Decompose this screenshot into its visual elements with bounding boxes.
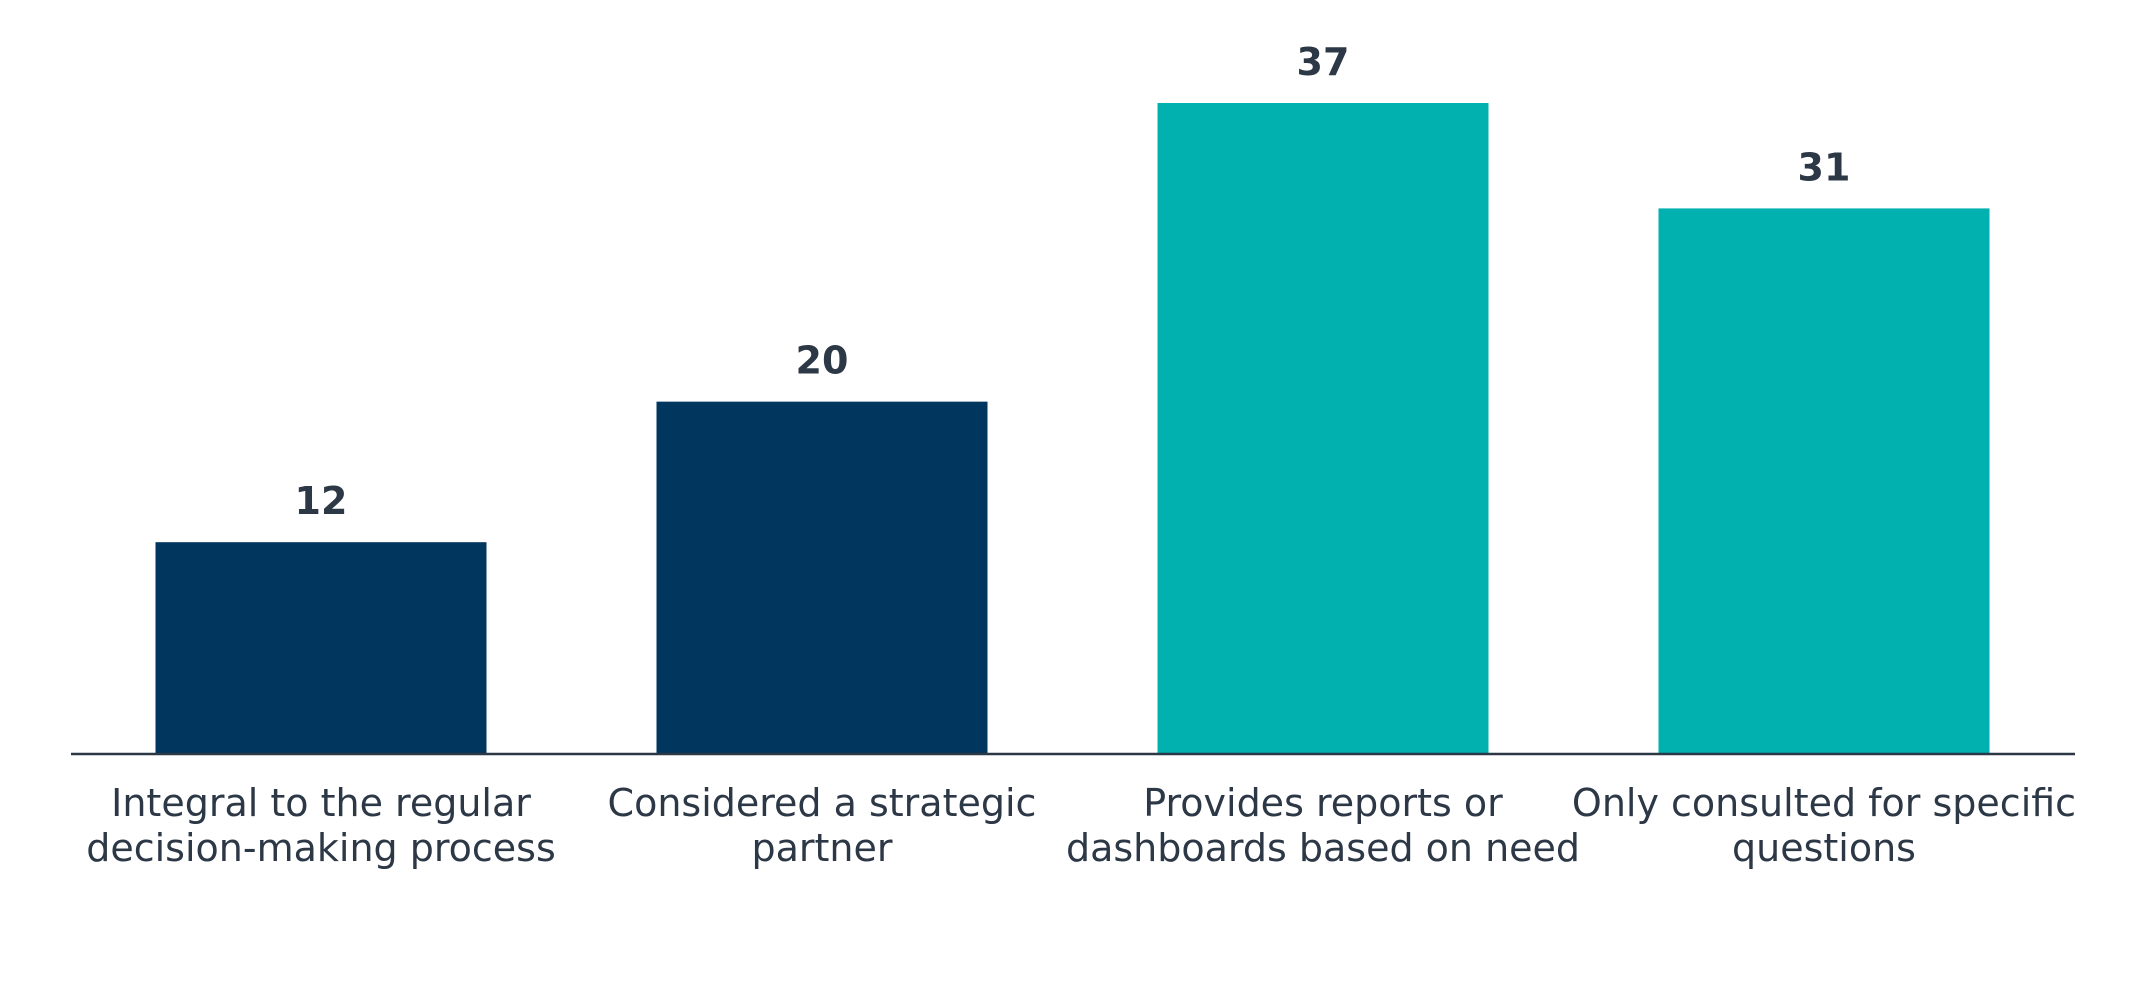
category-label-2: Considered a strategic partner [608, 781, 1037, 870]
category-labels-group: Integral to the regular decision-making p… [86, 781, 2076, 870]
value-label-4: 31 [1798, 145, 1851, 189]
category-label-3-line-1: Provides reports or [1143, 781, 1503, 825]
category-label-3-line-2: dashboards based on need [1066, 826, 1580, 870]
category-label-2-line-1: Considered a strategic [608, 781, 1037, 825]
category-label-1-line-1: Integral to the regular [111, 781, 531, 825]
value-label-3: 37 [1297, 40, 1350, 84]
category-label-4-line-1: Only consulted for specific [1572, 781, 2076, 825]
bar-1 [155, 542, 487, 753]
value-label-1: 12 [295, 479, 348, 523]
category-label-1: Integral to the regular decision-making p… [86, 781, 556, 870]
category-label-4: Only consulted for specific questions [1572, 781, 2076, 870]
bar-3 [1157, 103, 1489, 753]
category-label-2-line-2: partner [751, 826, 892, 870]
bar-4 [1658, 208, 1990, 754]
bars-group [155, 103, 1990, 754]
value-label-2: 20 [796, 339, 849, 383]
category-label-4-line-2: questions [1732, 826, 1916, 870]
category-label-3: Provides reports or dashboards based on n… [1066, 781, 1580, 870]
category-label-1-line-2: decision-making process [86, 826, 556, 870]
bar-2 [656, 401, 988, 753]
value-labels-group: 12 20 37 31 [295, 40, 1851, 523]
